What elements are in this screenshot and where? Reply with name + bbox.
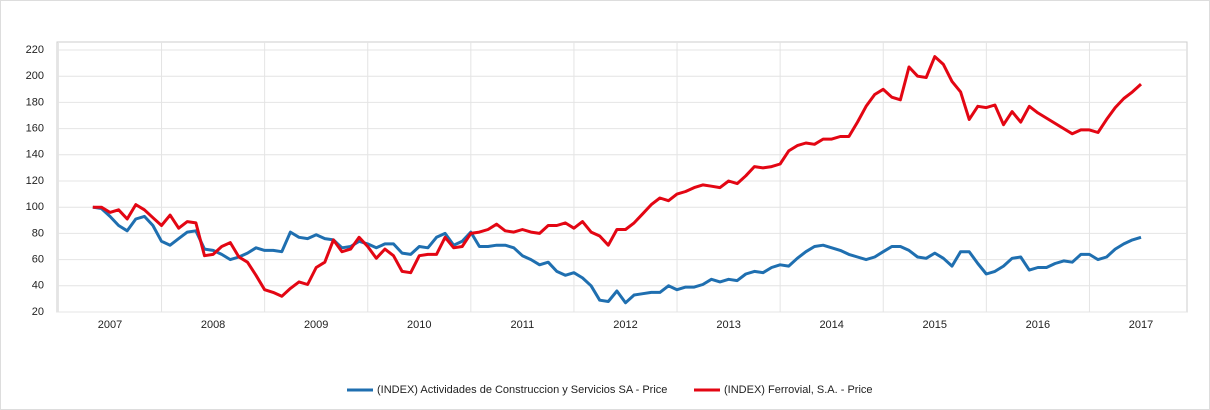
y-tick-label: 140: [26, 149, 44, 161]
series-line: [92, 205, 1142, 305]
y-tick-label: 40: [32, 280, 44, 292]
series-line: [92, 55, 1143, 298]
y-tick-label: 180: [26, 96, 44, 108]
x-tick-label: 2012: [613, 319, 637, 331]
y-tick-label: 200: [26, 70, 44, 82]
legend-label: (INDEX) Ferrovial, S.A. - Price: [724, 384, 873, 396]
x-tick-label: 2011: [511, 319, 535, 331]
x-tick-label: 2007: [98, 319, 122, 331]
legend-label: (INDEX) Actividades de Construccion y Se…: [377, 384, 667, 396]
x-tick-label: 2015: [923, 319, 947, 331]
plot-area: [56, 41, 1188, 313]
x-tick-label: 2009: [304, 319, 328, 331]
x-tick-label: 2010: [407, 319, 431, 331]
x-tick-label: 2008: [201, 319, 225, 331]
y-tick-label: 220: [26, 44, 44, 56]
y-tick-label: 100: [26, 201, 44, 213]
y-tick-label: 160: [26, 123, 44, 135]
y-tick-label: 120: [26, 175, 44, 187]
y-tick-label: 20: [32, 306, 44, 318]
x-tick-label: 2014: [819, 319, 843, 331]
y-tick-label: 80: [32, 227, 44, 239]
x-tick-label: 2017: [1129, 319, 1153, 331]
y-tick-label: 60: [32, 254, 44, 266]
x-tick-label: 2013: [716, 319, 740, 331]
x-tick-label: 2016: [1026, 319, 1050, 331]
